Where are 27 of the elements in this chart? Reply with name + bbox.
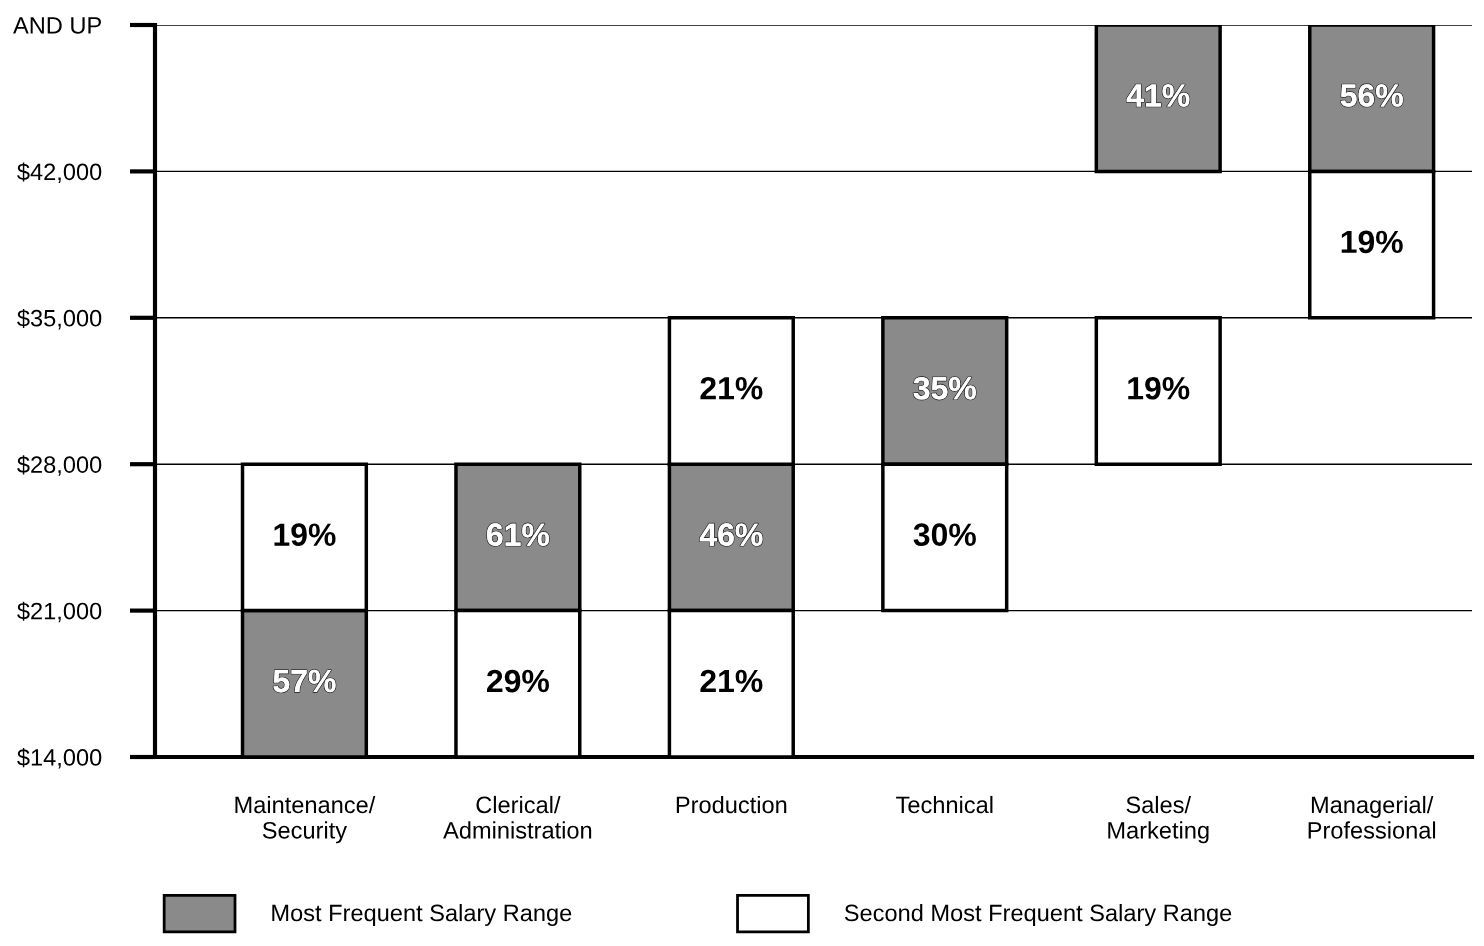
x-tick-label: Managerial/ Professional bbox=[1308, 795, 1436, 839]
annotation: 21% bbox=[700, 669, 763, 693]
y-tick-label: $35,000 bbox=[17, 308, 102, 330]
annotation: 61% bbox=[487, 523, 549, 546]
annotation: 19% bbox=[1341, 230, 1403, 254]
y-tick-label: $42,000 bbox=[17, 162, 102, 183]
annotation: 35% bbox=[913, 376, 976, 400]
y-tick-label: $14,000 bbox=[17, 748, 102, 769]
annotation: 29% bbox=[487, 669, 549, 693]
y-tick-label: AND UP bbox=[13, 17, 101, 34]
annotation: 19% bbox=[274, 523, 336, 546]
annotation: 30% bbox=[913, 523, 976, 547]
x-tick-label: Sales/ Marketing bbox=[1108, 795, 1209, 844]
annotation: 41% bbox=[1126, 84, 1190, 107]
y-tick-label: $21,000 bbox=[17, 601, 102, 623]
annotation: 56% bbox=[1340, 84, 1403, 107]
y-tick-label: $28,000 bbox=[17, 455, 102, 476]
x-tick-label: Production bbox=[676, 795, 787, 814]
annotation: 57% bbox=[273, 669, 336, 693]
x-tick-label: Technical bbox=[896, 795, 993, 814]
annotation: 19% bbox=[1128, 376, 1190, 400]
legend-label: Most Frequent Salary Range bbox=[272, 903, 572, 926]
x-tick-label: Maintenance/ Security bbox=[235, 795, 376, 844]
legend-label: Second Most Frequent Salary Range bbox=[844, 903, 1232, 926]
x-tick-label: Clerical/ Administration bbox=[443, 795, 592, 839]
annotation: 21% bbox=[700, 376, 763, 400]
annotation: 46% bbox=[699, 523, 763, 546]
